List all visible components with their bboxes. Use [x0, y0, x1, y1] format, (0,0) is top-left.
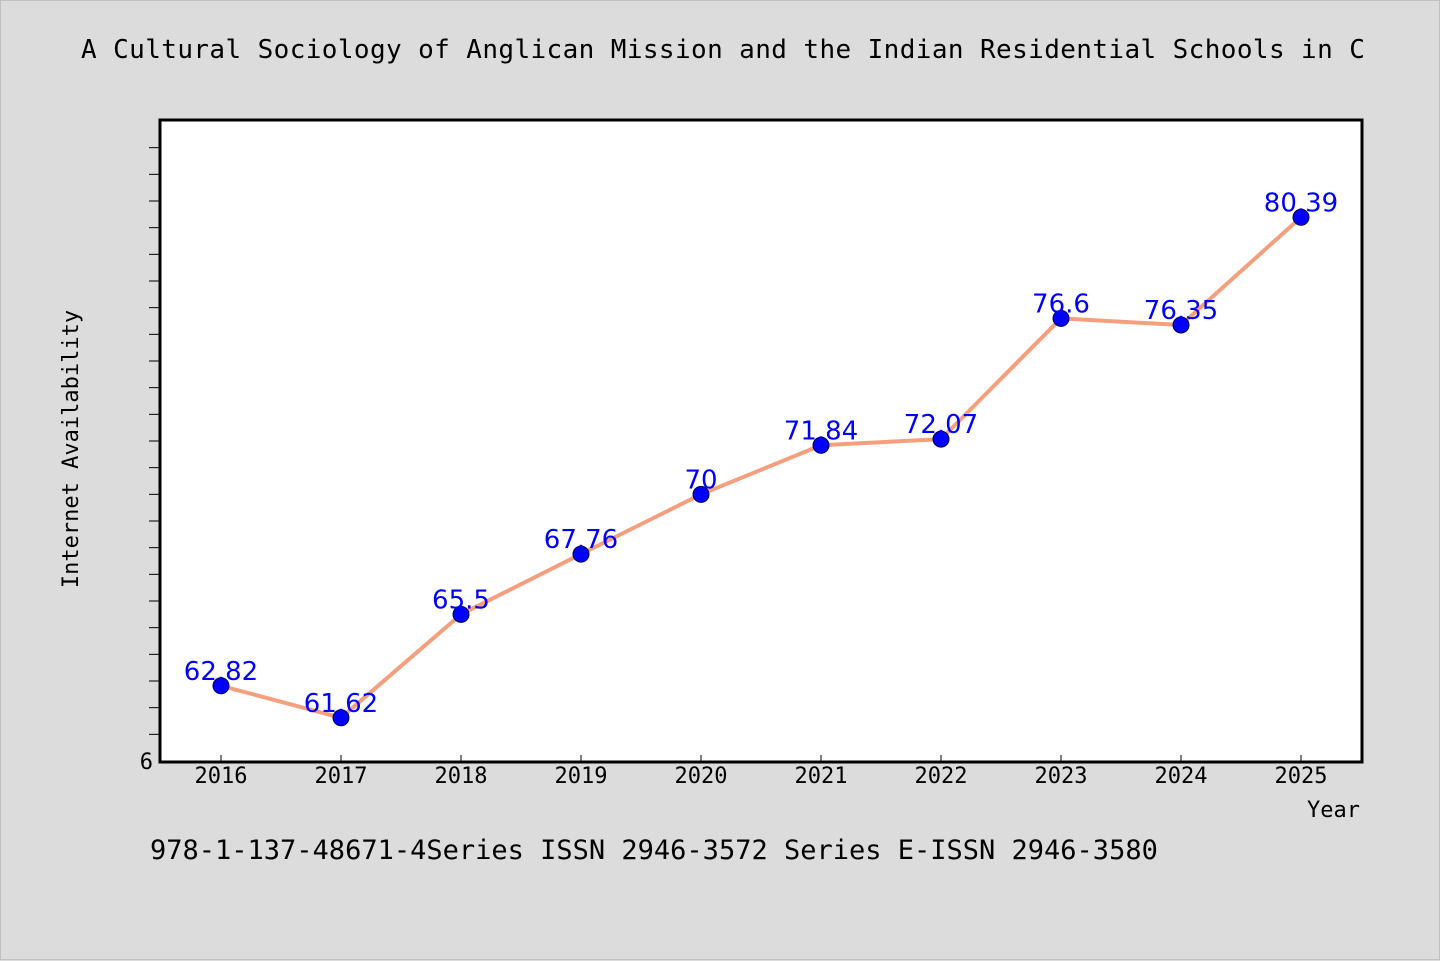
- series-line-group: [220, 215, 1303, 720]
- x-tick-label: 2023: [1035, 764, 1088, 789]
- y-axis-label: Internet Availability: [59, 310, 84, 588]
- data-point: [212, 677, 230, 695]
- chart-title: A Cultural Sociology of Anglican Mission…: [81, 35, 1366, 65]
- data-point: [452, 605, 470, 623]
- data-point: [572, 545, 590, 563]
- plot-area: [158, 118, 1364, 764]
- x-tick-label: 2019: [555, 764, 608, 789]
- data-point: [1172, 316, 1190, 334]
- x-tick-label: 2022: [915, 764, 968, 789]
- data-point: [1292, 208, 1310, 226]
- x-tick-label: 2025: [1275, 764, 1328, 789]
- x-axis-ticks: 2016 2017 2018 2019 2020 2021 2022 2023 2024 2025: [195, 755, 1328, 789]
- x-tick-label: 2021: [795, 764, 848, 789]
- data-label: 61.62: [304, 689, 378, 719]
- data-label: 76.6: [1032, 289, 1090, 319]
- y-tick-label: 6: [140, 750, 153, 775]
- x-tick-label: 2018: [435, 764, 488, 789]
- data-label: 65.5: [432, 585, 490, 615]
- footer-isbn-issn: 978-1-137-48671-4Series ISSN 2946-3572 S…: [150, 835, 1158, 866]
- data-point: [1052, 309, 1070, 327]
- data-point: [332, 709, 350, 727]
- data-label: 70: [684, 465, 717, 495]
- data-label: 67.76: [544, 525, 618, 555]
- data-point: [932, 430, 950, 448]
- x-tick-label: 2016: [195, 764, 248, 789]
- data-labels: 62.82 61.62 65.5 67.76 70 71.84 72.07 76.6 76.35…: [184, 188, 1338, 719]
- x-tick-label: 2024: [1155, 764, 1208, 789]
- x-tick-label: 2020: [675, 764, 728, 789]
- data-point: [692, 485, 710, 503]
- x-tick-label: 2017: [315, 764, 368, 789]
- data-markers: [212, 208, 1310, 727]
- data-label: 76.35: [1144, 296, 1218, 326]
- data-label: 72.07: [904, 410, 978, 440]
- data-point: [812, 436, 830, 454]
- data-label: 62.82: [184, 657, 258, 687]
- data-label: 71.84: [784, 416, 858, 446]
- y-axis-ticks: 6: [140, 147, 161, 775]
- x-axis-label: Year: [1307, 798, 1360, 823]
- data-label: 80.39: [1264, 188, 1338, 218]
- series-line: [220, 215, 1303, 720]
